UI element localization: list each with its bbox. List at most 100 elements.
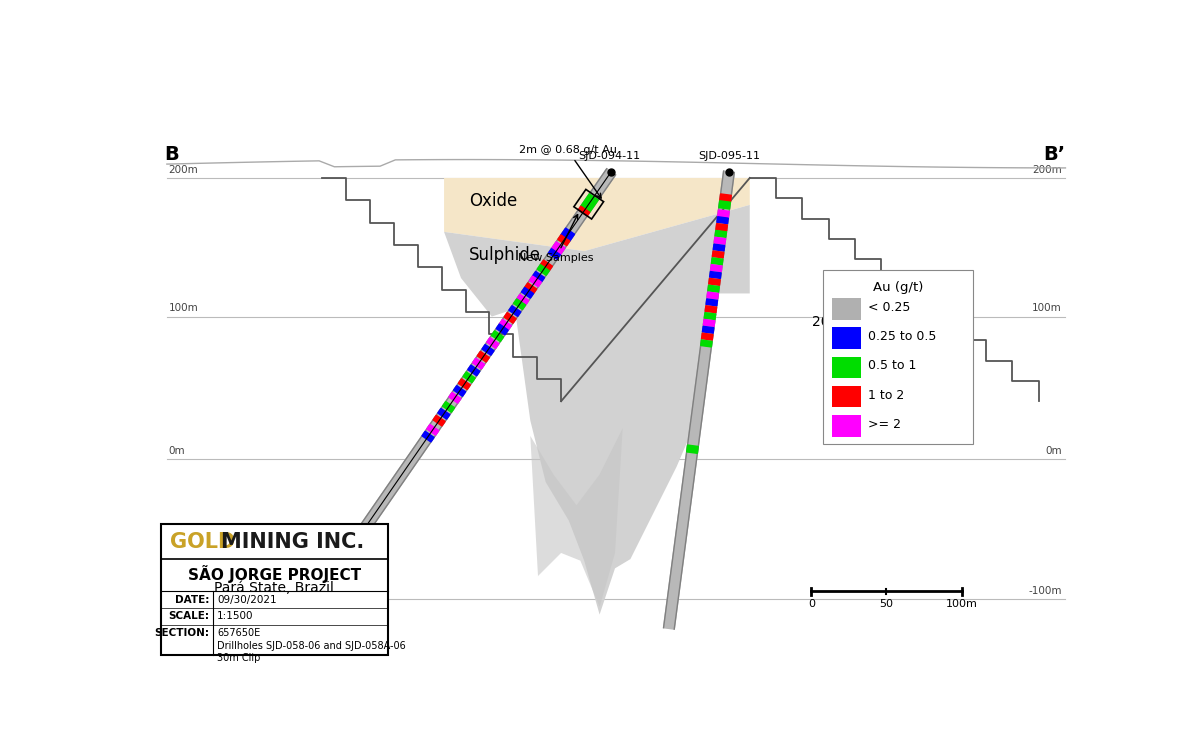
Polygon shape <box>712 258 722 264</box>
Text: 0.5 to 1: 0.5 to 1 <box>868 359 916 372</box>
Polygon shape <box>703 320 715 326</box>
Polygon shape <box>444 178 750 251</box>
Polygon shape <box>686 445 698 453</box>
Text: Au (g/t): Au (g/t) <box>872 281 923 294</box>
Polygon shape <box>706 299 718 306</box>
Polygon shape <box>714 238 726 244</box>
Text: < 0.25: < 0.25 <box>868 301 910 314</box>
Text: GOLD: GOLD <box>170 532 235 552</box>
Text: SJD-094-11: SJD-094-11 <box>578 151 641 161</box>
Polygon shape <box>454 386 466 396</box>
Text: MINING INC.: MINING INC. <box>221 532 364 552</box>
Polygon shape <box>433 415 445 426</box>
Polygon shape <box>533 271 545 282</box>
Text: 330 m: 330 m <box>316 533 350 544</box>
Polygon shape <box>709 271 721 279</box>
Polygon shape <box>463 372 475 383</box>
Polygon shape <box>664 171 734 629</box>
Polygon shape <box>548 249 560 259</box>
Polygon shape <box>444 205 750 615</box>
Text: 200m: 200m <box>168 165 198 175</box>
Polygon shape <box>497 324 509 335</box>
Polygon shape <box>343 543 356 556</box>
Polygon shape <box>584 194 599 207</box>
Bar <box>832 386 862 408</box>
Text: 2021 MRE Pit Shell
US$1,600/oz: 2021 MRE Pit Shell US$1,600/oz <box>812 314 942 349</box>
Polygon shape <box>702 333 713 340</box>
Polygon shape <box>422 431 434 442</box>
Text: SÃO JORGE PROJECT: SÃO JORGE PROJECT <box>187 565 361 583</box>
Polygon shape <box>499 320 511 330</box>
Polygon shape <box>720 194 731 202</box>
Text: 1 to 2: 1 to 2 <box>868 389 904 402</box>
Polygon shape <box>443 402 455 412</box>
Polygon shape <box>458 378 470 390</box>
Polygon shape <box>487 337 499 349</box>
Polygon shape <box>713 251 724 258</box>
Text: 100m: 100m <box>1032 303 1062 314</box>
Text: 2m @ 0.68 g/t Au: 2m @ 0.68 g/t Au <box>518 145 617 198</box>
Text: >= 2: >= 2 <box>868 418 900 431</box>
Polygon shape <box>716 217 728 224</box>
Polygon shape <box>707 292 719 299</box>
Polygon shape <box>522 288 534 298</box>
Bar <box>823 270 973 443</box>
Polygon shape <box>524 283 536 294</box>
Text: 1:1500: 1:1500 <box>217 612 253 621</box>
Text: 657650E
Drillholes SJD-058-06 and SJD-058A-06
30m Clip: 657650E Drillholes SJD-058-06 and SJD-05… <box>217 628 406 663</box>
Bar <box>161 524 388 656</box>
Polygon shape <box>713 244 725 251</box>
Polygon shape <box>702 326 714 333</box>
Bar <box>832 357 862 378</box>
Text: SECTION:: SECTION: <box>155 628 209 638</box>
Polygon shape <box>438 408 450 419</box>
Polygon shape <box>581 200 594 212</box>
Text: 100m: 100m <box>168 303 198 314</box>
Text: 100m: 100m <box>946 599 978 609</box>
Polygon shape <box>540 260 552 270</box>
Text: B’: B’ <box>1043 145 1066 165</box>
Polygon shape <box>538 264 550 276</box>
Polygon shape <box>530 428 623 607</box>
Text: SJD-095-11: SJD-095-11 <box>698 151 760 161</box>
Polygon shape <box>292 168 616 632</box>
Text: DATE:: DATE: <box>175 595 209 604</box>
Polygon shape <box>578 206 589 216</box>
Text: Sulphide: Sulphide <box>469 246 541 264</box>
Text: 0: 0 <box>808 599 815 609</box>
Polygon shape <box>716 224 727 231</box>
Polygon shape <box>509 305 521 317</box>
Polygon shape <box>706 305 716 313</box>
Polygon shape <box>504 313 516 323</box>
Polygon shape <box>701 340 712 347</box>
Text: 0m: 0m <box>1045 446 1062 456</box>
Polygon shape <box>708 285 719 292</box>
Polygon shape <box>558 235 570 246</box>
Polygon shape <box>710 264 722 272</box>
Polygon shape <box>514 299 526 310</box>
Polygon shape <box>718 210 730 218</box>
Polygon shape <box>719 200 731 209</box>
Polygon shape <box>478 352 490 362</box>
Text: B: B <box>164 145 179 165</box>
Bar <box>832 298 862 320</box>
Text: 0.25 to 0.5: 0.25 to 0.5 <box>868 330 936 343</box>
Polygon shape <box>517 294 529 305</box>
Polygon shape <box>427 425 439 435</box>
Text: 366 m: 366 m <box>259 614 295 624</box>
Text: New Samples: New Samples <box>518 215 594 263</box>
Text: 50: 50 <box>880 599 893 609</box>
Polygon shape <box>449 393 461 403</box>
Text: -100m: -100m <box>1028 586 1062 596</box>
Polygon shape <box>482 344 494 355</box>
Polygon shape <box>704 313 715 320</box>
Polygon shape <box>473 358 485 369</box>
Text: Pará State, Brazil: Pará State, Brazil <box>215 580 335 595</box>
Text: 200m: 200m <box>1032 165 1062 175</box>
Text: 0m: 0m <box>168 446 185 456</box>
Bar <box>832 415 862 437</box>
Text: 09/30/2021: 09/30/2021 <box>217 595 276 604</box>
Polygon shape <box>709 279 720 285</box>
Polygon shape <box>552 242 565 255</box>
Polygon shape <box>468 365 480 375</box>
